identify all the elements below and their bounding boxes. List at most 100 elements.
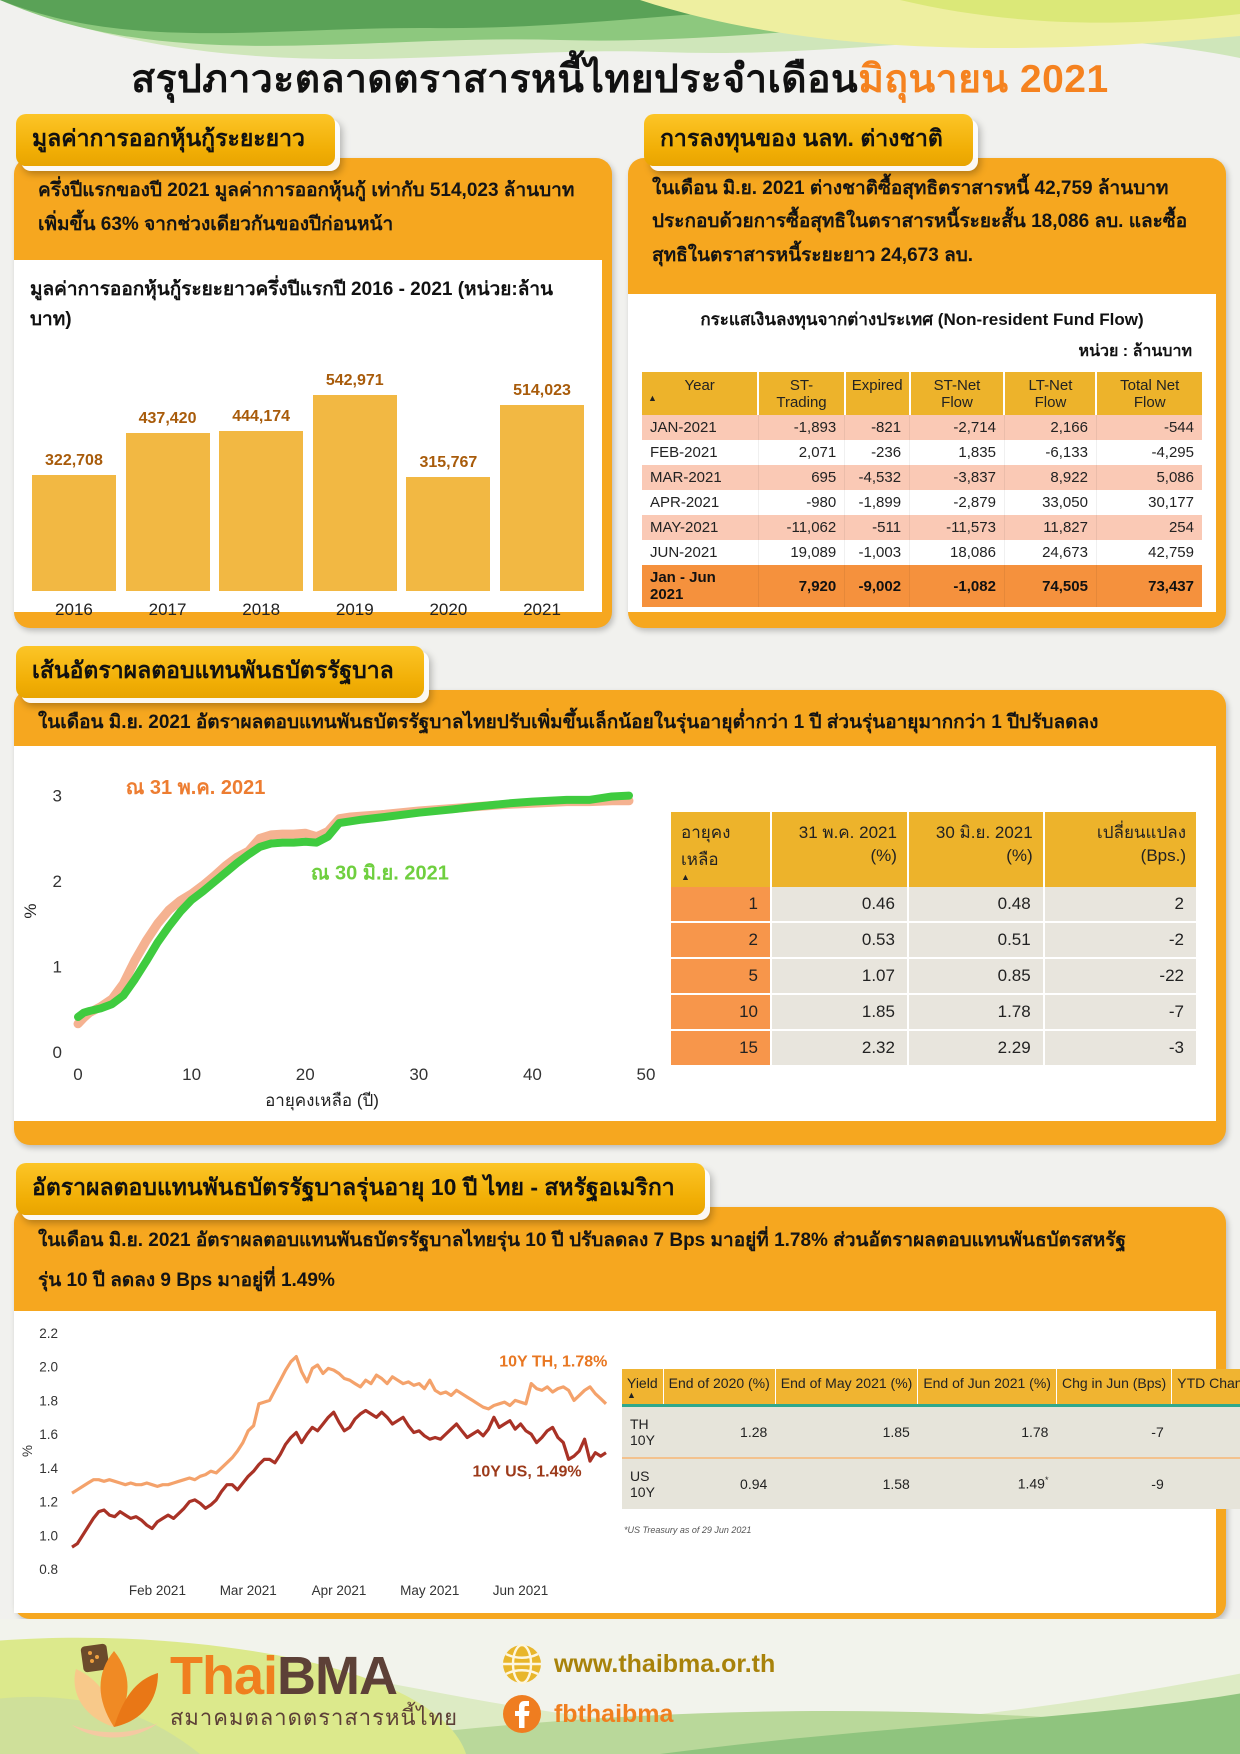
table-row: FEB-2021 2,071 -236 1,835 -6,133 -4,295 [642,440,1202,465]
ten-year-intro-text: ในเดือน มิ.ย. 2021 อัตราผลตอบแทนพันธบัตร… [38,1230,1126,1291]
bar-chart-title: มูลค่าการออกหุ้นกู้ระยะยาวครึ่งปีแรกปี 2… [30,279,554,330]
facebook-link[interactable]: fbthaibma [502,1694,775,1734]
yield-curve-box: ในเดือน มิ.ย. 2021 อัตราผลตอบแทนพันธบัตร… [14,690,1226,1145]
table-row: MAY-2021 -11,062 -511 -11,573 11,827 254 [642,515,1202,540]
svg-text:1.4: 1.4 [39,1461,58,1476]
yield-curve-line [73,796,634,1029]
bar[interactable] [219,431,304,591]
column-header[interactable]: End of May 2021 (%) [774,1368,918,1407]
logo-subtitle: สมาคมตลาดตราสารหนี้ไทย [170,1705,458,1730]
svg-text:30: 30 [409,1065,428,1084]
bar-column: 514,023 2021 [500,344,584,620]
svg-text:1.8: 1.8 [39,1393,58,1408]
series-label: ณ 31 พ.ค. 2021 [126,777,266,799]
sort-ascending-icon: ▲ [627,1389,636,1400]
column-header[interactable]: End of Jun 2021 (%) [917,1368,1057,1407]
bar-value-label: 542,971 [325,372,384,389]
svg-text:3: 3 [53,787,62,806]
svg-text:1: 1 [53,958,62,977]
table-row: JUN-2021 19,089 -1,003 18,086 24,673 42,759 [642,540,1202,565]
fund-flow-table-title: กระแสเงินลงทุนจากต่างประเทศ (Non-residen… [700,310,1144,329]
bar[interactable] [125,433,210,591]
website-link[interactable]: www.thaibma.or.th [502,1644,775,1684]
bar-category-label: 2019 [335,600,374,619]
column-header[interactable]: 31 พ.ค. 2021 (%) [770,812,908,888]
issuance-section: มูลค่าการออกหุ้นกู้ระยะยาว ครึ่งปีแรกของ… [0,112,612,628]
section-title-foreign-flow: การลงทุนของ นลท. ต่างชาติ [644,114,973,166]
ten-year-section: อัตราผลตอบแทนพันธบัตรรัฐบาลรุ่นอายุ 10 ป… [0,1161,1240,1619]
bar[interactable] [406,477,491,591]
svg-text:%: % [20,1445,35,1457]
column-header[interactable]: Year ▲ [642,372,759,415]
series-label: 10Y TH, 1.78% [499,1353,607,1370]
page-footer: ThaiBMA สมาคมตลาดตราสารหนี้ไทย www.thaib… [0,1619,1240,1754]
bar-category-label: 2021 [523,600,561,619]
bar[interactable] [500,405,584,591]
issuance-box: ครึ่งปีแรกของปี 2021 มูลค่าการออกหุ้นกู้… [14,158,612,628]
row-issuance-foreign: มูลค่าการออกหุ้นกู้ระยะยาว ครึ่งปีแรกของ… [0,112,1240,628]
bar-category-label: 2016 [55,600,93,619]
bar-value-label: 444,174 [232,408,291,425]
column-header[interactable]: End of 2020 (%) [662,1368,776,1407]
column-header[interactable]: Total Net Flow [1095,372,1202,415]
page-header: สรุปภาวะตลาดตราสารหนี้ไทยประจำเดือนมิถุน… [0,0,1240,112]
svg-text:อายุคงเหลือ (ปี): อายุคงเหลือ (ปี) [265,1091,379,1111]
column-header[interactable]: เปลี่ยนแปลง (Bps.) [1042,812,1196,888]
series-label: 10Y US, 1.49% [473,1463,582,1480]
thaibma-logo[interactable]: ThaiBMA สมาคมตลาดตราสารหนี้ไทย [62,1639,458,1739]
bar-value-label: 322,708 [45,452,103,469]
fund-flow-panel: กระแสเงินลงทุนจากต่างประเทศ (Non-residen… [628,294,1216,612]
section-title-yield-curve: เส้นอัตราผลตอบแทนพันธบัตรรัฐบาล [16,646,424,698]
bar-column: 444,174 2018 [219,344,304,620]
bar[interactable] [312,395,397,591]
svg-text:0: 0 [53,1043,62,1062]
issuance-chart-panel: มูลค่าการออกหุ้นกู้ระยะยาวครึ่งปีแรกปี 2… [14,260,602,619]
svg-text:May 2021: May 2021 [400,1583,459,1598]
issuance-bar-chart: 322,708 2016 437,420 2017 444,174 2018 542,971… [28,344,588,620]
column-header[interactable]: ST-Trading [757,372,845,415]
svg-text:1.2: 1.2 [39,1494,58,1509]
ten-year-panel: 0.8 1.0 1.2 1.4 1.6 1.8 2.0 2.2 Feb 2021 Mar 2021… [14,1310,1240,1613]
table-row: 1 0.46 0.48 2 [671,887,1196,924]
us-treasury-footnote: *US Treasury as of 29 Jun 2021 [624,1524,752,1535]
svg-text:Mar 2021: Mar 2021 [220,1583,277,1598]
table-header-row: Yield ▲ End of 2020 (%) End of May 2021 (%)… [622,1368,1240,1407]
ten-year-table-container: Yield ▲ End of 2020 (%) End of May 2021 (%)… [620,1321,1240,1613]
svg-text:2: 2 [53,872,62,891]
column-header[interactable]: YTD Change (Bps) [1171,1368,1240,1407]
table-row: 10 1.85 1.78 -7 [671,994,1196,1032]
column-header[interactable]: ST-Net Flow [908,372,1005,415]
column-header[interactable]: LT-Net Flow [1003,372,1097,415]
yield-table-container: อายุคงเหลือ ▲ 31 พ.ค. 2021 (%) 30 มิ.ย. 202… [665,754,1216,1121]
column-header[interactable]: 30 มิ.ย. 2021 (%) [906,812,1044,888]
svg-text:2.2: 2.2 [39,1326,58,1341]
column-header[interactable]: อายุคงเหลือ ▲ [671,812,771,888]
bar-value-label: 514,023 [513,382,571,399]
svg-text:1.0: 1.0 [39,1528,58,1543]
table-row: 5 1.07 0.85 -22 [671,958,1196,996]
table-row: APR-2021 -980 -1,899 -2,879 33,050 30,177 [642,490,1202,515]
svg-text:Jun 2021: Jun 2021 [493,1583,549,1598]
website-url: www.thaibma.or.th [553,1649,776,1678]
column-header[interactable]: Chg in Jun (Bps) [1055,1368,1172,1407]
bar-column: 322,708 2016 [32,344,116,620]
yield-comparison-table: อายุคงเหลือ ▲ 31 พ.ค. 2021 (%) 30 มิ.ย. 202… [671,812,1196,1068]
svg-text:0: 0 [73,1065,82,1084]
column-header[interactable]: Expired [843,372,910,415]
footer-content: ThaiBMA สมาคมตลาดตราสารหนี้ไทย www.thaib… [0,1619,1240,1739]
globe-icon [502,1644,541,1684]
series-label: ณ 30 มิ.ย. 2021 [311,863,449,885]
yield-curve-line [74,791,633,1022]
foreign-flow-intro-text: ในเดือน มิ.ย. 2021 ต่างชาติซื้อสุทธิตราส… [652,178,1188,266]
bar[interactable] [32,475,116,591]
bar-column: 542,971 2019 [312,344,397,620]
column-header[interactable]: Yield ▲ [622,1368,664,1407]
bar-category-label: 2018 [242,600,281,619]
logo-title: ThaiBMA [170,1646,398,1706]
svg-text:1.6: 1.6 [39,1427,58,1442]
facebook-icon [502,1695,541,1733]
foreign-flow-box: ในเดือน มิ.ย. 2021 ต่างชาติซื้อสุทธิตราส… [628,158,1226,628]
table-header-row: อายุคงเหลือ ▲ 31 พ.ค. 2021 (%) 30 มิ.ย. 202… [671,812,1196,888]
